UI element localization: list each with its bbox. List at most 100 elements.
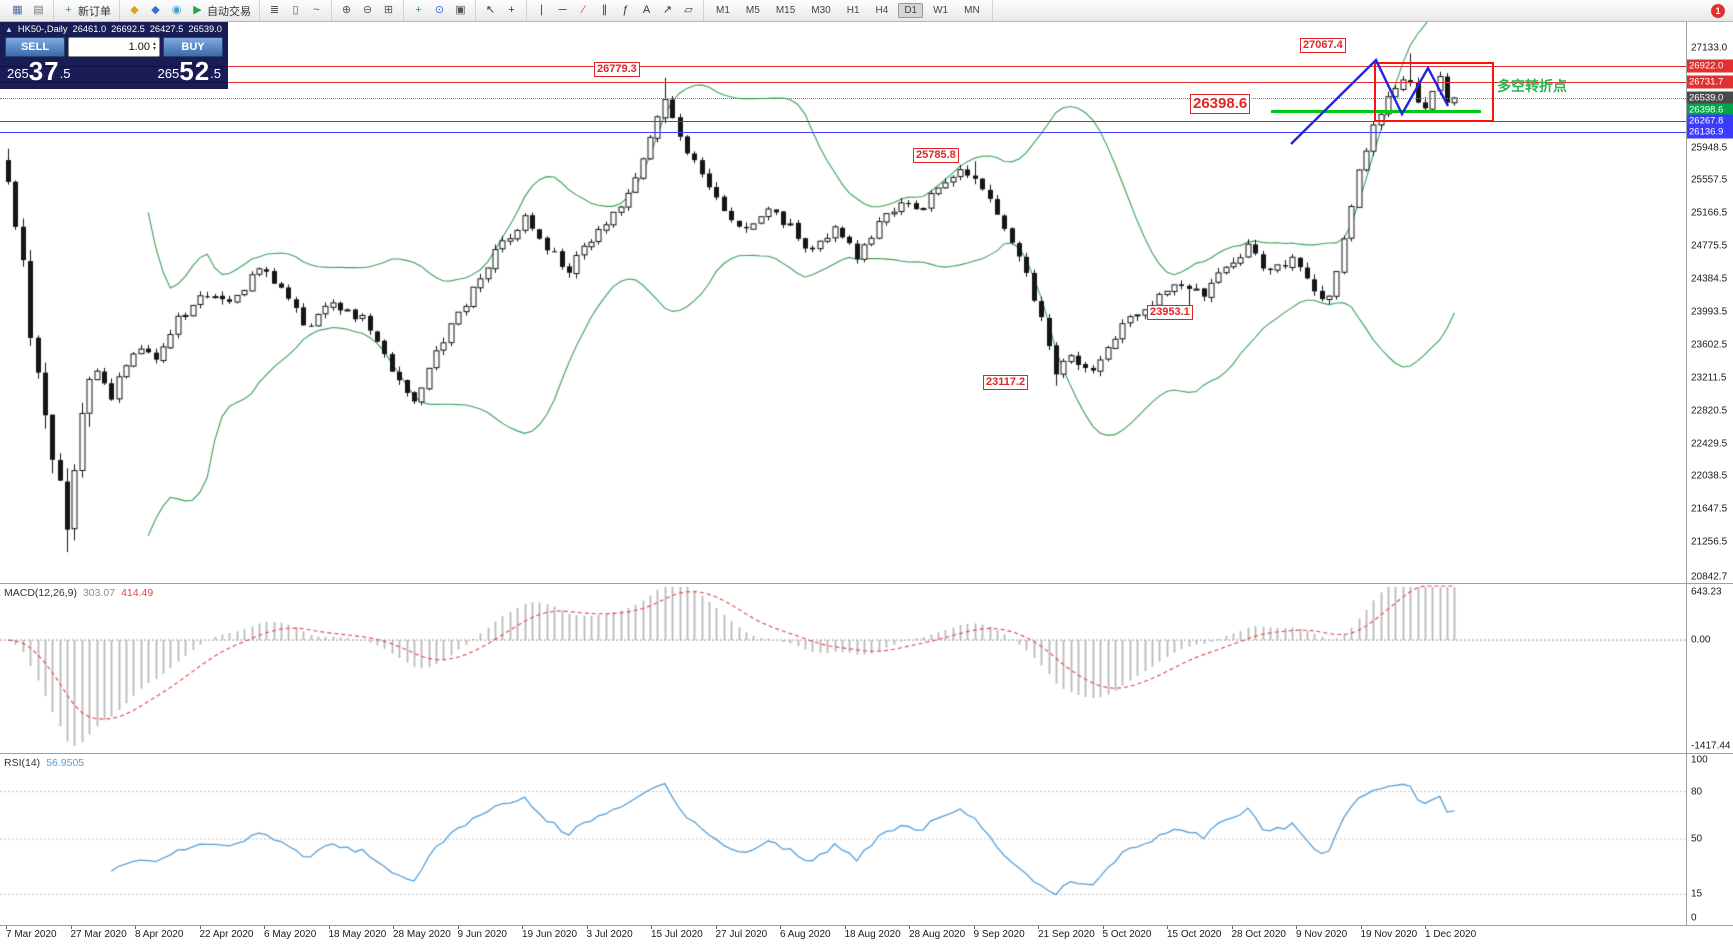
time-axis-label: 18 May 2020	[328, 929, 387, 940]
buy-price: 265 52.5	[158, 58, 221, 84]
time-axis-label: 27 Mar 2020	[70, 929, 127, 940]
time-axis-label: 28 May 2020	[393, 929, 451, 940]
buy-button[interactable]: BUY	[163, 37, 223, 57]
rsi-separator[interactable]	[0, 753, 1733, 754]
text-icon: A	[642, 4, 651, 16]
time-axis-label: 28 Oct 2020	[1231, 929, 1286, 940]
community-icon: ◉	[171, 4, 182, 16]
time-axis-label: 27 Jul 2020	[715, 929, 768, 940]
toolbar-group: + 新订单	[54, 0, 120, 21]
autotrading-button-label: 自动交易	[207, 5, 251, 18]
market-icon[interactable]: ◆	[146, 3, 165, 18]
time-axis-label: 15 Jul 2020	[651, 929, 703, 940]
zoom-out-icon: ⊖	[362, 4, 373, 16]
macd-panel-canvas[interactable]	[0, 583, 1733, 753]
zoom-in-icon: ⊕	[341, 4, 352, 16]
vertical-line-icon: ∣	[538, 4, 545, 16]
sell-price: 265 37.5	[7, 56, 70, 86]
time-axis-label: 9 Nov 2020	[1296, 929, 1348, 940]
timeframe-w1[interactable]: W1	[933, 5, 949, 16]
sell-price-prefix: 265	[7, 66, 29, 81]
new-order-button[interactable]: + 新订单	[59, 2, 114, 20]
arrows-icon[interactable]: ↗	[658, 3, 677, 18]
community-icon[interactable]: ◉	[167, 3, 186, 18]
zoom-out-icon[interactable]: ⊖	[358, 3, 377, 18]
time-axis-tick	[651, 925, 652, 929]
templates-icon[interactable]: ▣	[451, 3, 470, 18]
timeframe-m5[interactable]: M5	[745, 5, 760, 16]
vertical-line-icon[interactable]: ∣	[532, 3, 551, 18]
new-order-button-label: 新订单	[78, 5, 111, 18]
volume-input[interactable]: 1.00 ▴ ▾	[68, 37, 160, 57]
time-axis-tick	[522, 925, 523, 929]
time-axis-label: 7 Mar 2020	[6, 929, 57, 940]
horizontal-line-icon[interactable]: ─	[553, 3, 572, 18]
period-icon: ⊙	[434, 4, 445, 16]
text-icon[interactable]: A	[637, 3, 656, 18]
shapes-icon[interactable]: ▱	[679, 3, 698, 18]
chart-bars-icon[interactable]: ≣	[265, 3, 284, 18]
timeframe-m30[interactable]: M30	[811, 5, 831, 16]
timeframe-d1[interactable]: D1	[898, 3, 924, 18]
templates-icon: ▣	[455, 4, 466, 16]
timeframe-m15[interactable]: M15	[775, 5, 796, 16]
cursor-icon[interactable]: ↖	[481, 3, 500, 18]
add-indicator-icon: +	[415, 4, 422, 16]
time-axis-label: 15 Oct 2020	[1167, 929, 1222, 940]
chart-candles-icon: ▯	[292, 4, 299, 16]
timeframe-mn[interactable]: MN	[964, 5, 980, 16]
time-axis-tick	[1425, 925, 1426, 929]
collapse-arrow-icon[interactable]: ▲	[5, 24, 13, 34]
time-axis-label: 6 May 2020	[264, 929, 317, 940]
time-axis-label: 28 Aug 2020	[909, 929, 966, 940]
add-indicator-icon[interactable]: +	[409, 3, 428, 18]
volume-spinner[interactable]: ▴ ▾	[152, 41, 156, 52]
chart-candles-icon[interactable]: ▯	[286, 3, 305, 18]
time-axis-tick	[1102, 925, 1104, 929]
time-axis-tick	[909, 925, 910, 929]
main-chart-canvas[interactable]	[0, 22, 1733, 583]
time-axis-tick	[1360, 925, 1362, 929]
time-axis-tick	[264, 925, 265, 929]
time-axis-tick	[1296, 925, 1297, 929]
rsi-panel-canvas[interactable]	[0, 753, 1733, 925]
chart-line-icon[interactable]: ~	[307, 3, 326, 18]
fibonacci-icon[interactable]: ƒ	[616, 3, 635, 18]
chart-line-icon: ~	[313, 4, 320, 16]
trendline-icon: ∕	[582, 4, 585, 16]
one-click-trading-panel: ▲ HK50-,Daily 26461.0 26692.5 26427.5 26…	[0, 22, 228, 89]
metaeditor-icon[interactable]: ◆	[125, 3, 144, 18]
crosshair-icon[interactable]: +	[502, 3, 521, 18]
timeframe-h1[interactable]: H1	[846, 5, 860, 16]
notification-badge[interactable]: 1	[1711, 4, 1725, 18]
time-axis-tick	[199, 925, 201, 929]
time-axis-tick	[457, 925, 459, 929]
trendline-icon[interactable]: ∕	[574, 3, 593, 18]
tile-windows-icon[interactable]: ⊞	[379, 3, 398, 18]
macd-separator[interactable]	[0, 583, 1733, 584]
ohlc-close: 26539.0	[188, 24, 222, 34]
macd-name: MACD(12,26,9)	[4, 587, 77, 599]
time-axis-label: 19 Jun 2020	[522, 929, 578, 940]
channel-icon[interactable]: ∥	[595, 3, 614, 18]
chart-profiles-icon[interactable]: ▤	[29, 3, 48, 18]
autotrading-button[interactable]: ▶ 自动交易	[188, 2, 254, 20]
price-axis-line	[1686, 22, 1687, 925]
spinner-down-icon[interactable]: ▾	[152, 46, 156, 52]
buy-price-frac: .5	[210, 66, 221, 81]
time-axis-tick	[844, 925, 846, 929]
sell-price-big: 37	[28, 56, 60, 86]
timeframe-h4[interactable]: H4	[875, 5, 889, 16]
toolbar-group: ≣ ▯ ~	[260, 0, 332, 21]
time-axis-tick	[586, 925, 588, 929]
ohlc-high: 26692.5	[111, 24, 145, 34]
zoom-in-icon[interactable]: ⊕	[337, 3, 356, 18]
sell-button[interactable]: SELL	[5, 37, 65, 57]
spinner-up-icon[interactable]: ▴	[152, 41, 156, 47]
period-icon[interactable]: ⊙	[430, 3, 449, 18]
timeframe-m1[interactable]: M1	[716, 5, 730, 16]
macd-label: MACD(12,26,9) 303.07 414.49	[4, 587, 153, 599]
new-chart-icon[interactable]: ▦	[8, 3, 27, 18]
time-axis-tick	[1167, 925, 1168, 929]
